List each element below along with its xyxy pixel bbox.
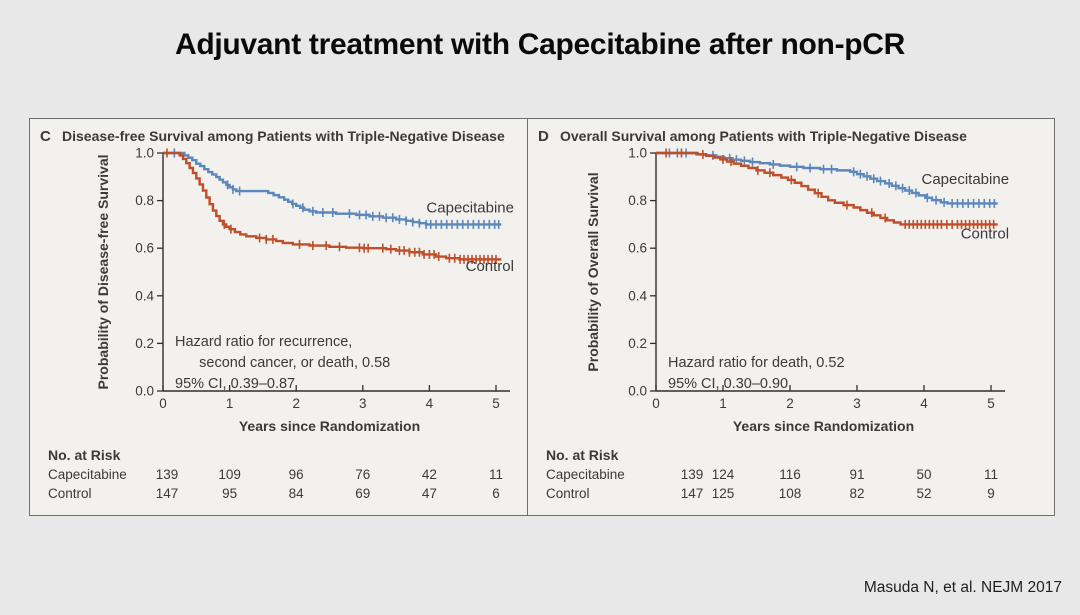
x-tick-label: 4 xyxy=(920,396,928,411)
risk-table-header: No. at Risk xyxy=(546,447,619,463)
panel-title: Disease-free Survival among Patients wit… xyxy=(62,128,505,144)
x-axis-label: Years since Randomization xyxy=(239,418,420,434)
risk-value: 42 xyxy=(422,467,437,482)
x-tick-label: 3 xyxy=(853,396,861,411)
risk-value: 9 xyxy=(987,486,995,501)
annotation-line: 95% CI, 0.39–0.87 xyxy=(175,376,295,392)
y-axis-label: Probability of Disease-free Survival xyxy=(95,155,111,390)
y-tick-label: 0.2 xyxy=(628,336,647,351)
annotation-line: 95% CI, 0.30–0.90 xyxy=(668,376,788,392)
risk-value: 95 xyxy=(222,486,237,501)
risk-value: 108 xyxy=(779,486,802,501)
y-tick-label: 0.0 xyxy=(135,384,154,399)
control-curve xyxy=(656,151,998,226)
y-tick-label: 0.8 xyxy=(135,193,154,208)
control-label: Control xyxy=(961,226,1009,243)
y-tick-label: 1.0 xyxy=(628,146,647,161)
capecitabine-label: Capecitabine xyxy=(921,171,1009,188)
x-tick-label: 5 xyxy=(492,396,500,411)
x-tick-label: 2 xyxy=(292,396,300,411)
risk-value: 50 xyxy=(916,467,931,482)
risk-value: 52 xyxy=(916,486,931,501)
panel-divider xyxy=(527,119,528,515)
risk-value: 76 xyxy=(355,467,370,482)
panel-c-chart: C Disease-free Survival among Patients wi… xyxy=(40,128,514,501)
x-tick-label: 4 xyxy=(426,396,434,411)
risk-value: 147 xyxy=(156,486,179,501)
y-tick-label: 1.0 xyxy=(135,146,154,161)
y-tick-label: 0.4 xyxy=(135,288,154,303)
risk-value: 96 xyxy=(289,467,304,482)
y-tick-label: 0.4 xyxy=(628,288,647,303)
capecitabine-curve xyxy=(163,151,502,226)
risk-value: 11 xyxy=(984,467,998,482)
x-tick-label: 3 xyxy=(359,396,367,411)
risk-row-label: Capecitabine xyxy=(48,467,127,482)
panel-letter: C xyxy=(40,128,51,145)
risk-value: 139 xyxy=(681,467,704,482)
risk-value: 11 xyxy=(489,467,503,482)
risk-row-label: Control xyxy=(48,486,92,501)
risk-value: 69 xyxy=(355,486,370,501)
page-title: Adjuvant treatment with Capecitabine aft… xyxy=(174,28,906,62)
annotation-line: second cancer, or death, 0.58 xyxy=(175,355,390,371)
annotation-line: Hazard ratio for death, 0.52 xyxy=(668,355,845,371)
capecitabine-curve xyxy=(656,151,998,205)
risk-value: 84 xyxy=(289,486,305,501)
x-tick-label: 0 xyxy=(159,396,167,411)
y-tick-label: 0.6 xyxy=(135,241,154,256)
x-axis-label: Years since Randomization xyxy=(733,418,914,434)
capecitabine-label: Capecitabine xyxy=(426,200,514,217)
y-tick-label: 0.0 xyxy=(628,384,647,399)
risk-value: 82 xyxy=(849,486,864,501)
x-tick-label: 1 xyxy=(719,396,727,411)
y-tick-label: 0.6 xyxy=(628,241,647,256)
figure-box: C Disease-free Survival among Patients wi… xyxy=(29,118,1055,516)
risk-value: 6 xyxy=(492,486,500,501)
risk-row-label: Control xyxy=(546,486,590,501)
panel-title: Overall Survival among Patients with Tri… xyxy=(560,128,967,144)
panel-letter: D xyxy=(538,128,549,145)
y-tick-label: 0.2 xyxy=(135,336,154,351)
y-axis-label: Probability of Overall Survival xyxy=(585,172,601,371)
panel-d-chart: D Overall Survival among Patients with Tr… xyxy=(538,128,1009,501)
x-tick-label: 0 xyxy=(652,396,660,411)
annotation-line: Hazard ratio for recurrence, xyxy=(175,334,352,350)
risk-value: 124 xyxy=(712,467,735,482)
risk-value: 125 xyxy=(712,486,735,501)
risk-value: 116 xyxy=(779,467,801,482)
x-tick-label: 2 xyxy=(786,396,794,411)
risk-value: 109 xyxy=(218,467,241,482)
risk-table-header: No. at Risk xyxy=(48,447,121,463)
risk-value: 147 xyxy=(681,486,704,501)
x-tick-label: 1 xyxy=(226,396,234,411)
y-tick-label: 0.8 xyxy=(628,193,647,208)
control-label: Control xyxy=(466,258,514,275)
x-tick-label: 5 xyxy=(987,396,995,411)
control-curve xyxy=(163,151,502,261)
risk-value: 91 xyxy=(849,467,864,482)
risk-row-label: Capecitabine xyxy=(546,467,625,482)
risk-value: 47 xyxy=(422,486,437,501)
risk-value: 139 xyxy=(156,467,179,482)
citation: Masuda N, et al. NEJM 2017 xyxy=(863,579,1062,596)
